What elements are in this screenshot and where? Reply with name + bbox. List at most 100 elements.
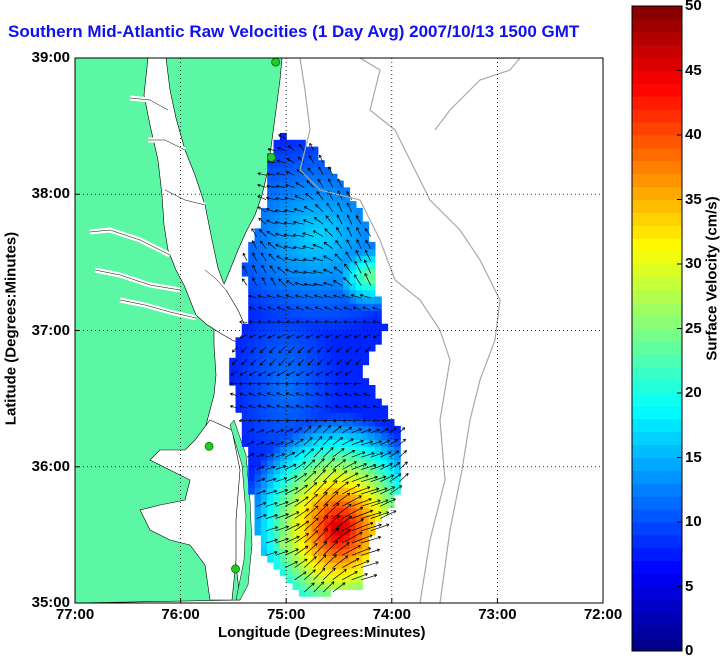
velocity-arrowhead	[277, 146, 281, 151]
velocity-cell	[336, 350, 344, 359]
velocity-cell	[317, 282, 325, 291]
velocity-arrowhead	[385, 499, 389, 503]
velocity-cell	[248, 398, 256, 406]
velocity-cell	[311, 310, 319, 318]
velocity-arrow	[334, 393, 343, 397]
velocity-cell	[260, 248, 268, 257]
velocity-cell	[298, 453, 306, 461]
velocity-cell	[267, 241, 275, 250]
velocity-cell	[349, 350, 357, 359]
velocity-cell	[260, 494, 268, 502]
velocity-arrowhead	[298, 143, 302, 148]
velocity-cell	[292, 282, 300, 291]
velocity-cell	[355, 562, 363, 570]
velocity-cell	[324, 323, 332, 332]
velocity-cell	[279, 398, 287, 406]
velocity-cell	[349, 398, 357, 406]
velocity-cell	[298, 255, 306, 263]
velocity-cell	[286, 473, 294, 481]
velocity-arrowhead	[315, 335, 320, 339]
velocity-cell	[343, 385, 351, 393]
velocity-cell	[355, 241, 363, 250]
velocity-cell	[336, 269, 344, 277]
velocity-cell	[260, 350, 268, 359]
velocity-cell	[267, 446, 275, 454]
tick-label: 0	[685, 642, 694, 659]
velocity-arrow	[372, 306, 381, 311]
velocity-cell	[311, 262, 319, 270]
velocity-arrow	[286, 280, 295, 286]
velocity-arrowhead	[260, 252, 265, 256]
velocity-cell	[362, 310, 370, 318]
velocity-cell	[292, 412, 300, 420]
velocity-cell	[336, 289, 344, 297]
velocity-arrowhead	[377, 536, 382, 540]
velocity-cell	[273, 344, 281, 352]
velocity-cell	[362, 262, 370, 270]
velocity-arrowhead	[310, 448, 315, 452]
velocity-cell	[298, 296, 306, 304]
velocity-cell	[362, 487, 370, 495]
velocity-arrowhead	[297, 362, 302, 366]
colorbar-segment	[632, 496, 682, 510]
velocity-cell	[305, 453, 313, 461]
velocity-arrowhead	[370, 521, 374, 526]
velocity-arrow	[286, 371, 295, 376]
velocity-cell	[343, 276, 351, 284]
velocity-arrow	[323, 282, 333, 286]
velocity-cell	[305, 480, 313, 488]
velocity-cell	[368, 494, 376, 502]
colorbar-segment	[632, 6, 682, 20]
velocity-cell	[279, 446, 287, 454]
velocity-cell	[324, 241, 332, 250]
velocity-cell	[330, 289, 338, 297]
velocity-arrowhead	[333, 266, 337, 270]
velocity-arrow	[342, 461, 357, 470]
velocity-cell	[286, 303, 294, 311]
velocity-arrowhead	[284, 245, 288, 249]
velocity-arrowhead	[360, 439, 364, 444]
velocity-cell	[273, 562, 281, 570]
velocity-arrow	[305, 405, 314, 409]
velocity-cell	[292, 310, 300, 318]
velocity-cell	[248, 391, 256, 400]
velocity-arrow	[318, 166, 324, 176]
velocity-cell	[368, 296, 376, 304]
velocity-cell	[279, 350, 287, 359]
colorbar-segment	[632, 354, 682, 368]
velocity-arrowhead	[274, 501, 278, 506]
velocity-arrow	[256, 441, 265, 446]
velocity-cell	[324, 568, 332, 577]
velocity-cell	[292, 350, 300, 359]
velocity-arrowhead	[355, 215, 359, 219]
velocity-cell	[260, 459, 268, 468]
velocity-cell	[362, 412, 370, 420]
velocity-cell	[368, 241, 376, 250]
velocity-cell	[374, 296, 382, 304]
velocity-cell	[362, 466, 370, 475]
velocity-arrowhead	[293, 257, 297, 262]
velocity-cell	[267, 296, 275, 304]
velocity-arrowhead	[252, 252, 256, 256]
velocity-cell	[260, 405, 268, 413]
velocity-arrow	[322, 581, 335, 593]
velocity-arrowhead	[241, 361, 245, 366]
velocity-arrow	[257, 184, 267, 188]
velocity-cell	[235, 364, 243, 372]
velocity-arrowhead	[324, 491, 328, 496]
velocity-cell	[349, 555, 357, 563]
velocity-arrow	[303, 582, 315, 593]
velocity-cell	[374, 337, 382, 345]
velocity-cell	[393, 473, 401, 481]
velocity-cell	[374, 323, 382, 332]
colorbar-segment	[632, 367, 682, 381]
tick-label: 76:00	[161, 606, 200, 623]
velocity-arrow	[276, 321, 286, 323]
velocity-arrow	[307, 358, 314, 366]
velocity-cell	[298, 562, 306, 570]
velocity-arrowhead	[324, 392, 329, 396]
velocity-cell	[349, 500, 357, 509]
velocity-cell	[311, 344, 319, 352]
velocity-cell	[248, 350, 256, 359]
velocity-arrowhead	[353, 381, 357, 386]
